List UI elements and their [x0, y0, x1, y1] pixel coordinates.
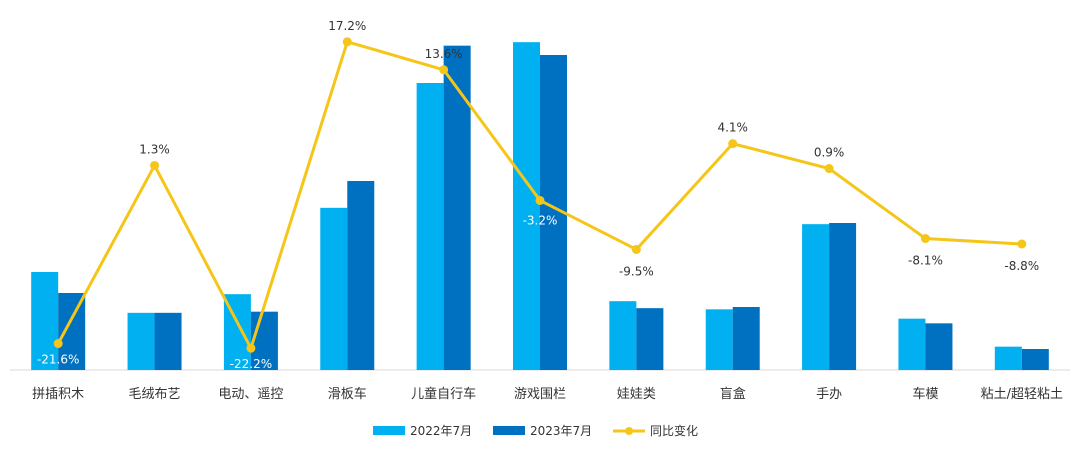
category-label-1: 毛绒布艺	[129, 387, 181, 402]
yoy-point-4	[439, 65, 449, 75]
legend-label-2022: 2022年7月	[410, 424, 472, 438]
bar-2022-5	[513, 42, 540, 371]
bar-2022-7	[705, 309, 733, 370]
legend: 2022年7月 2023年7月 同比变化	[373, 423, 698, 438]
bar-2023-8	[829, 223, 857, 370]
category-label-4: 儿童自行车	[411, 386, 476, 402]
yoy-label-7: 4.1%	[717, 121, 748, 135]
category-label-8: 手办	[816, 387, 842, 402]
yoy-point-2	[246, 343, 256, 353]
bar-2022-6	[609, 301, 637, 370]
bar-2022-9	[898, 318, 926, 370]
bar-2023-9	[925, 323, 953, 370]
bar-2023-4	[443, 45, 471, 371]
yoy-point-10	[1017, 239, 1027, 249]
bar-2023-3	[347, 181, 375, 370]
bar-2023-6	[636, 308, 664, 370]
yoy-point-3	[342, 37, 352, 47]
yoy-line-series: -21.6% 1.3% -22.2% 17.2% 13.6% -3.2% -9.5% 4.1%…	[37, 19, 1039, 371]
legend-label-yoy: 同比变化	[650, 423, 698, 438]
yoy-label-3: 17.2%	[328, 19, 366, 33]
category-label-2: 电动、遥控	[218, 387, 283, 402]
bar-2022-3	[320, 207, 348, 370]
yoy-label-10: -8.8%	[1004, 259, 1039, 273]
bar-2023-7	[732, 307, 760, 370]
yoy-label-4: 13.6%	[425, 47, 463, 61]
category-label-7: 盲盒	[720, 386, 746, 402]
legend-marker-yoy	[625, 427, 633, 435]
category-label-10: 粘土/超轻粘土	[981, 387, 1063, 402]
category-label-3: 滑板车	[328, 386, 367, 402]
bar-2022-0	[31, 272, 59, 370]
yoy-point-9	[920, 234, 930, 244]
yoy-label-1: 1.3%	[139, 142, 170, 156]
bar-2022-10	[994, 346, 1022, 370]
yoy-label-0: -21.6%	[37, 353, 79, 367]
legend-swatch-2023	[493, 426, 525, 435]
bar-2022-8	[802, 224, 830, 370]
category-label-5: 游戏围栏	[514, 387, 566, 402]
category-labels: 拼插积木 毛绒布艺 电动、遥控 滑板车 儿童自行车 游戏围栏 娃娃类 盲盒 手办 车模 粘土/超轻粘…	[32, 386, 1063, 402]
bar-2023-0	[58, 293, 86, 370]
yoy-label-2: -22.2%	[230, 357, 272, 371]
yoy-point-1	[150, 160, 160, 170]
yoy-point-6	[631, 244, 641, 254]
bar-2022-1	[127, 312, 155, 370]
bars	[31, 42, 1049, 371]
yoy-point-7	[728, 139, 738, 149]
bar-2023-1	[154, 312, 182, 370]
yoy-point-5	[535, 195, 545, 205]
legend-label-2023: 2023年7月	[530, 424, 592, 438]
yoy-label-6: -9.5%	[619, 264, 654, 278]
category-label-0: 拼插积木	[32, 387, 84, 402]
bar-2023-10	[1021, 349, 1049, 370]
yoy-label-9: -8.1%	[908, 254, 943, 268]
yoy-point-8	[824, 164, 834, 174]
category-label-9: 车模	[912, 386, 938, 402]
legend-swatch-2022	[373, 426, 405, 435]
yoy-point-0	[53, 339, 63, 349]
bar-2022-4	[416, 83, 444, 370]
yoy-label-5: -3.2%	[523, 213, 558, 227]
category-label-6: 娃娃类	[617, 387, 656, 402]
bar-2023-2	[250, 311, 278, 370]
yoy-label-8: 0.9%	[814, 146, 845, 160]
